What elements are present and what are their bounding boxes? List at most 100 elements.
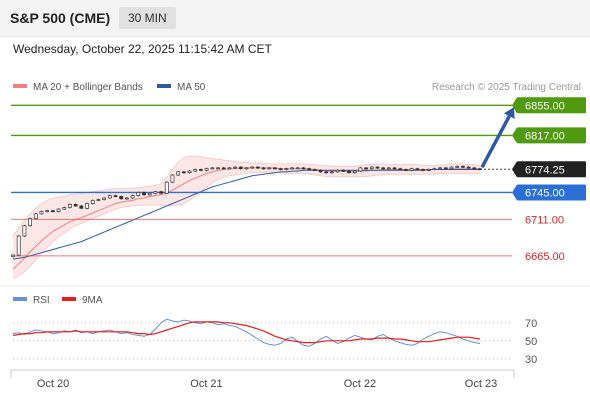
candle-body [318,169,323,173]
rsi-legend-label: RSI [33,295,50,306]
candle-body [39,211,44,215]
candle-body [164,181,169,194]
candle-body [267,167,272,170]
bollinger-lower-line [12,171,480,280]
candle-body [449,166,454,170]
forecast-arrow-shaft [480,115,511,169]
candle-body [68,203,72,208]
level-tag [517,184,586,201]
candle-body [113,195,118,197]
candle-body [56,208,61,212]
ma50-line [12,169,480,260]
rsi-legend-swatch [13,297,27,301]
level-tag-pointer [512,184,517,201]
candle-body [193,169,198,172]
symbol-title: S&P 500 (CME) [10,10,111,26]
candle-body [347,170,351,174]
candle-body [358,167,363,172]
candle-body [28,218,32,227]
candle-body [369,166,374,170]
candle-body [210,167,215,170]
candle-body [216,167,220,170]
datetime-label: Wednesday, October 22, 2025 11:15:42 AM … [13,42,272,56]
candle-body [472,167,477,170]
level-label: 6745.00 [525,187,565,199]
legend-swatch [157,84,171,88]
level-label: 6665.00 [525,251,565,263]
candle-body [62,207,67,210]
x-tick-label: Oct 21 [190,378,222,390]
rsi-ma-line [12,321,481,344]
x-tick-label: Oct 20 [37,378,69,390]
candle-body [352,170,357,174]
level-label: 6711.00 [525,214,564,226]
rsi-tick-label: 70 [525,318,537,330]
candle-body [381,167,386,170]
candle-body [330,171,334,174]
candle-body [307,168,312,171]
level-tag [517,97,586,114]
candle-body [443,167,448,170]
rsi-tick-label: 50 [525,336,537,348]
candle-body [438,167,443,170]
candle-body [284,168,289,171]
rsi-legend-label: 9MA [82,295,103,306]
bollinger-band-area [13,156,480,279]
candle-body [181,171,186,174]
rsi-legend-swatch [62,297,76,301]
candle-body [153,191,158,194]
candle-body [364,167,368,170]
candle-body [11,254,15,257]
candle-body [386,167,391,170]
candle-body [33,213,38,219]
legend-label: MA 20 + Bollinger Bands [33,82,143,93]
candle-body [273,167,277,170]
candle-body [233,166,238,169]
candle-body [415,168,420,171]
candle-body [45,210,50,213]
credit-label: Research © 2025 Trading Central [432,82,581,93]
candle-body [244,167,249,170]
candle-body [85,203,89,209]
timeframe-badge[interactable]: 30 MIN [119,7,176,29]
candle-body [22,225,27,237]
candle-body [404,169,408,171]
level-label: 6855.00 [525,100,565,112]
candle-body [461,165,465,168]
candle-body [204,168,209,171]
level-tag-pointer [512,97,517,114]
candle-body [455,165,460,168]
candle-body [147,192,152,196]
candle-body [324,171,329,174]
candle-body [227,167,232,170]
current-price-tag [517,161,586,178]
candle-body [119,196,124,200]
candle-body [398,168,403,171]
x-tick-label: Oct 23 [465,378,497,390]
candle-body [421,169,425,171]
candle-body [170,174,175,183]
candle-body [278,168,283,171]
candle-body [136,192,141,196]
candle-body [432,168,437,171]
candle-body [187,170,192,174]
x-tick-label: Oct 22 [344,378,376,390]
candle-body [466,166,471,169]
candle-body [261,167,266,170]
candle-body [221,167,226,170]
level-tag-pointer [512,127,517,144]
candle-body [301,167,306,170]
candle-body [426,169,431,171]
candle-body [176,171,181,176]
candle-body [335,169,340,173]
candle-body [73,203,78,207]
candle-body [50,210,55,213]
candle-body [90,200,95,204]
candle-body [250,166,255,169]
current-price-pointer [512,161,517,178]
legend-label: MA 50 [177,82,206,93]
candle-body [130,195,135,199]
forecast-arrow-head [503,107,515,119]
candle-body [199,169,203,171]
